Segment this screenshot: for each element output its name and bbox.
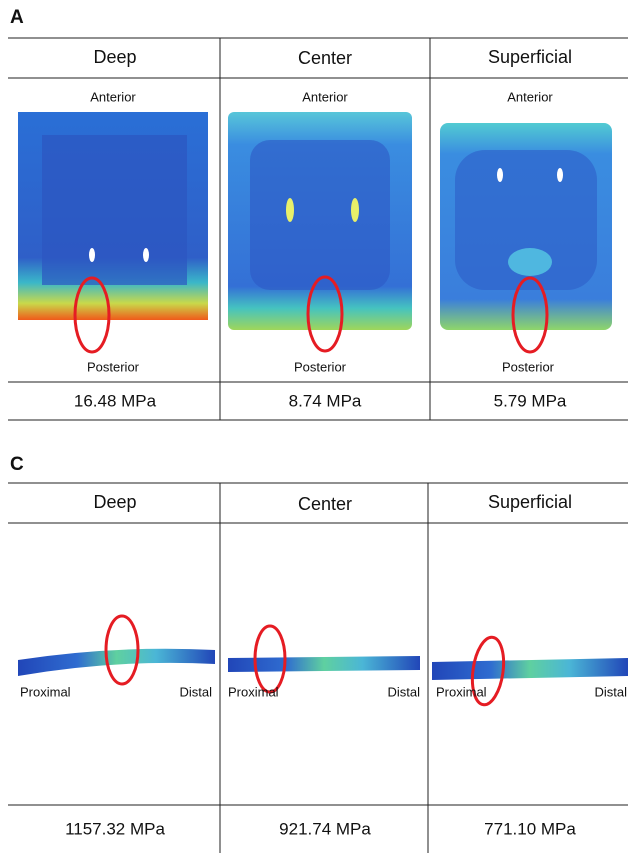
fea-shade — [250, 140, 390, 290]
hole — [557, 168, 563, 182]
stress-value: 16.48 MPa — [74, 391, 157, 410]
stress-value: 8.74 MPa — [289, 391, 362, 410]
column-header: Deep — [93, 47, 136, 67]
orientation-label: Posterior — [87, 359, 140, 374]
fea-shade — [42, 135, 187, 285]
orientation-label: Distal — [179, 684, 212, 699]
orientation-label: Distal — [594, 684, 627, 699]
hole — [89, 248, 95, 262]
orientation-label: Proximal — [20, 684, 71, 699]
stress-value: 5.79 MPa — [494, 391, 567, 410]
panel-label: A — [10, 7, 24, 28]
orientation-label: Anterior — [302, 89, 348, 104]
orientation-label: Posterior — [502, 359, 555, 374]
hole — [497, 168, 503, 182]
hole — [351, 198, 359, 222]
stress-value: 771.10 MPa — [484, 819, 576, 838]
panel-label: C — [10, 454, 24, 475]
stress-value: 921.74 MPa — [279, 819, 371, 838]
figure: A Deep Center Superficial Anterior Anter… — [0, 0, 628, 853]
orientation-label: Anterior — [90, 89, 136, 104]
fea-images-a — [18, 112, 612, 352]
orientation-label: Proximal — [436, 684, 487, 699]
orientation-label: Posterior — [294, 359, 347, 374]
orientation-label: Anterior — [507, 89, 553, 104]
orientation-label: Distal — [387, 684, 420, 699]
fea-superficial — [432, 658, 628, 680]
column-header: Superficial — [488, 47, 572, 67]
hole — [286, 198, 294, 222]
stress-value: 1157.32 MPa — [65, 819, 165, 838]
column-header: Center — [298, 48, 352, 68]
column-header: Deep — [93, 492, 136, 512]
column-header: Superficial — [488, 492, 572, 512]
column-header: Center — [298, 494, 352, 514]
orientation-label: Proximal — [228, 684, 279, 699]
fea-deep — [18, 649, 215, 676]
hole — [143, 248, 149, 262]
fea-spot — [508, 248, 552, 276]
fea-images-c — [18, 616, 628, 707]
